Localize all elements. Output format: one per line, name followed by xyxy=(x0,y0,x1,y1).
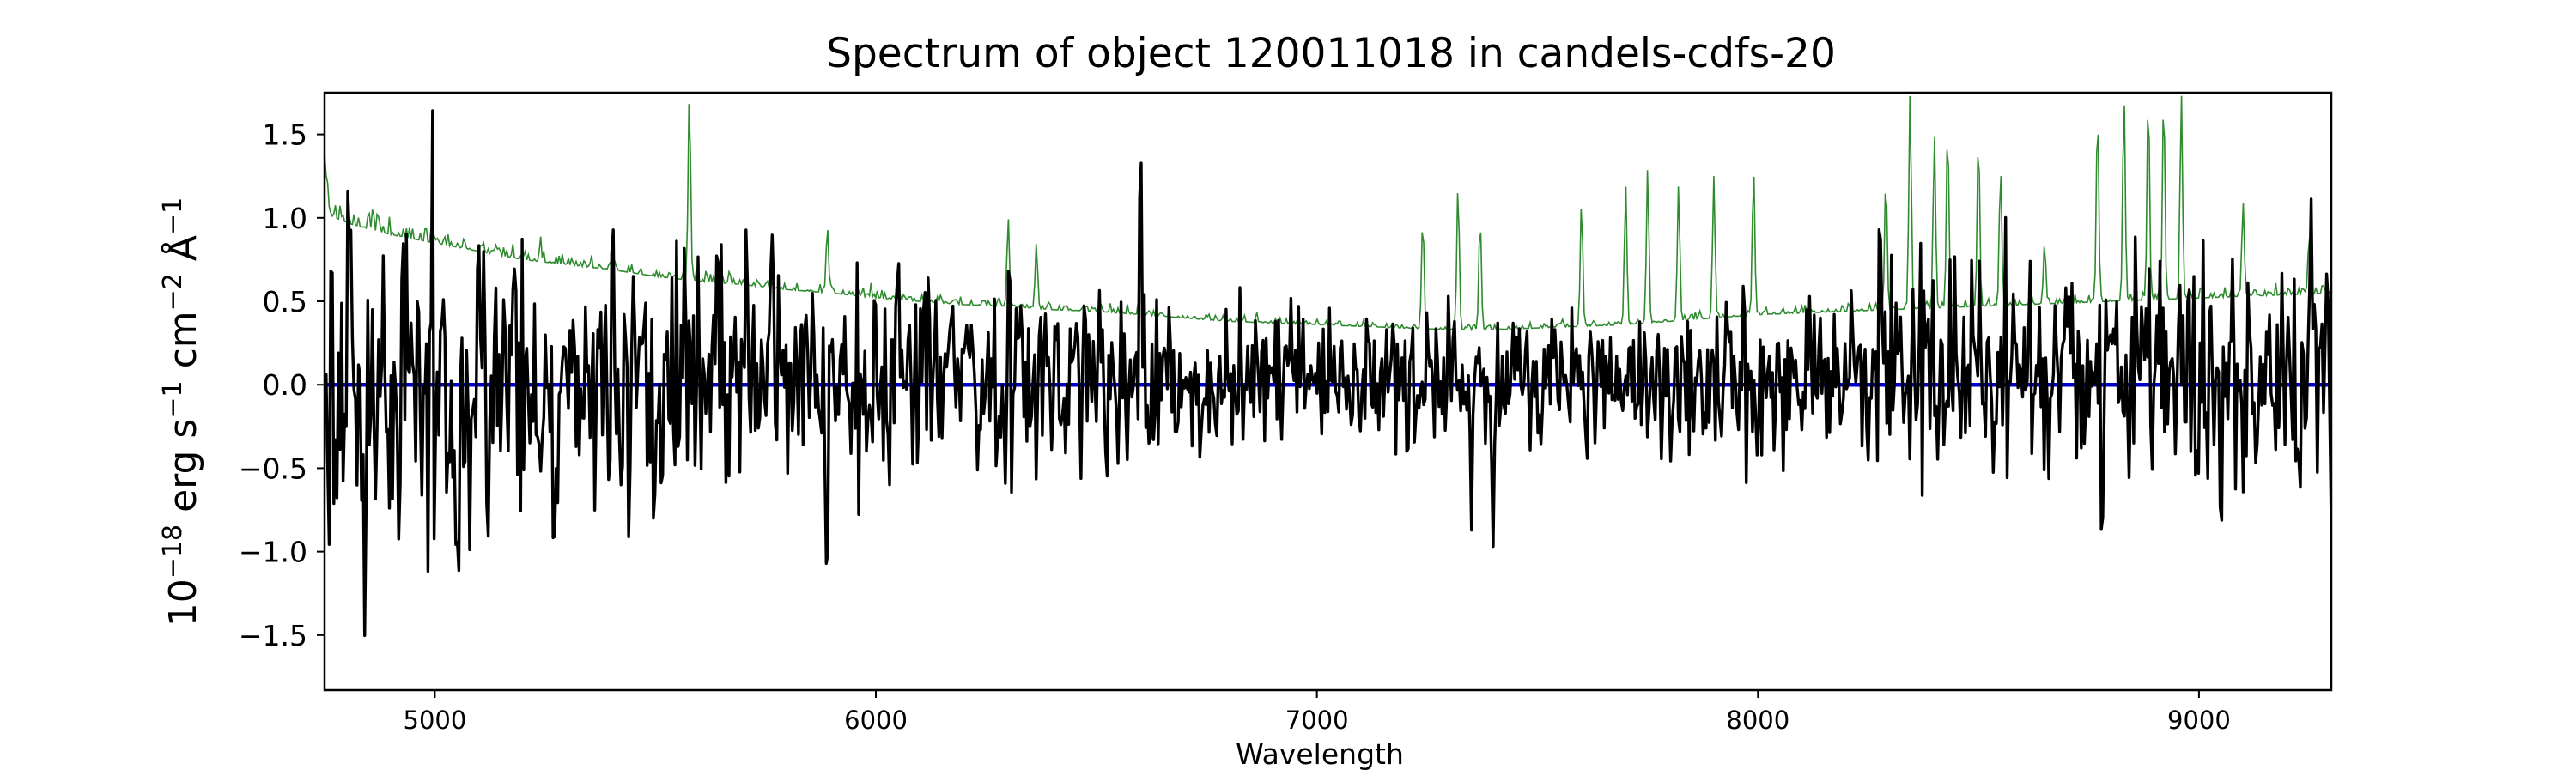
y-tick-label: 0.0 xyxy=(263,368,307,402)
x-tick-label: 9000 xyxy=(2167,706,2231,735)
plot-area-frame xyxy=(323,91,2333,692)
y-tick-label: 0.5 xyxy=(263,285,307,318)
x-axis-label: Wavelength xyxy=(1236,737,1404,771)
y-axis-label-exponent: −18 xyxy=(158,524,188,579)
y-axis-label-base: 10 xyxy=(161,579,205,627)
y-axis-label-unit-2: Å xyxy=(160,235,205,273)
y-axis-label-unit-1: cm xyxy=(161,311,205,380)
y-axis-label-unit-0: erg s xyxy=(161,419,205,524)
y-tick-label: 1.0 xyxy=(263,202,307,235)
x-tick-label: 8000 xyxy=(1726,706,1789,735)
y-axis-label-unit-1-exponent: −2 xyxy=(158,273,188,311)
y-tick-label: −0.5 xyxy=(239,452,307,485)
plot-layer xyxy=(325,95,2331,638)
y-tick-label: 1.5 xyxy=(263,118,307,152)
y-axis-label-unit-2-exponent: −1 xyxy=(158,197,188,235)
x-axis-ticks: 5000 6000 7000 8000 9000 xyxy=(404,690,2231,735)
x-tick-label: 6000 xyxy=(844,706,908,735)
chart-title: Spectrum of object 120011018 in candels-… xyxy=(826,30,1836,77)
y-axis-ticks: 1.5 1.0 0.5 0.0 −0.5 −1.0 −1.5 xyxy=(239,118,325,652)
x-tick-label: 7000 xyxy=(1285,706,1349,735)
y-tick-label: −1.5 xyxy=(239,619,307,652)
y-axis-label: 10−18 erg s−1 cm−2 Å−1 xyxy=(158,197,206,627)
svg-text:10−18 erg s−1 cm−2 Å−1: 10−18 erg s−1 cm−2 Å−1 xyxy=(158,197,206,627)
flux-spectrum-line xyxy=(325,109,2331,638)
x-tick-label: 5000 xyxy=(404,706,467,735)
y-tick-label: −1.0 xyxy=(239,536,307,569)
y-axis-label-unit-0-exponent: −1 xyxy=(158,380,188,418)
